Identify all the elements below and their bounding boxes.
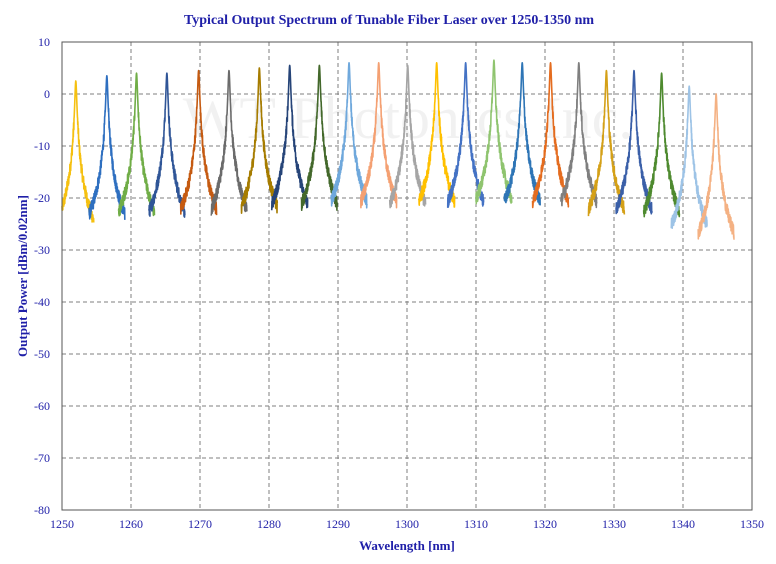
series-line-18 — [560, 62, 598, 209]
series-line-20 — [615, 69, 653, 215]
y-tick-label: -20 — [34, 191, 50, 205]
series-line-2 — [88, 75, 126, 220]
series-line-6 — [210, 69, 248, 216]
series-line-15 — [475, 59, 513, 205]
chart-title: Typical Output Spectrum of Tunable Fiber… — [184, 13, 594, 28]
series-line-13 — [417, 62, 456, 208]
y-tick-labels: -80 -70 -60 -50 -40 -30 -20 -10 0 10 — [34, 35, 50, 517]
x-tick-label: 1350 — [740, 517, 764, 531]
x-tick-labels: 1250 1260 1270 1280 1290 1300 1310 1320 1330 1340… — [50, 517, 764, 531]
series-line-22 — [670, 85, 708, 230]
y-tick-label: -80 — [34, 503, 50, 517]
x-tick-label: 1270 — [188, 517, 212, 531]
series-line-16 — [503, 62, 541, 206]
x-tick-label: 1310 — [464, 517, 488, 531]
x-tick-label: 1290 — [326, 517, 350, 531]
series-line-7 — [240, 67, 279, 214]
series-line-23 — [697, 93, 735, 240]
watermark-text: WT Photonics Inc. — [183, 85, 634, 151]
y-tick-label: -40 — [34, 295, 50, 309]
y-tick-label: -50 — [34, 347, 50, 361]
series-line-14 — [446, 62, 485, 208]
y-tick-label: 10 — [38, 35, 50, 49]
x-tick-label: 1320 — [533, 517, 557, 531]
y-tick-label: -60 — [34, 399, 50, 413]
y-tick-label: -30 — [34, 243, 50, 257]
x-tick-label: 1300 — [395, 517, 419, 531]
series-line-12 — [388, 64, 427, 209]
y-axis-label: Output Power [dBm/0.02nm] — [15, 195, 30, 357]
series-line-4 — [148, 72, 186, 218]
series-line-19 — [587, 69, 626, 217]
series-line-11 — [359, 62, 398, 209]
series-line-8 — [270, 64, 309, 211]
x-tick-label: 1250 — [50, 517, 74, 531]
series-line-3 — [117, 72, 156, 217]
x-tick-label: 1260 — [119, 517, 143, 531]
y-tick-label: -70 — [34, 451, 50, 465]
series-line-5 — [179, 69, 218, 216]
x-axis-label: Wavelength [nm] — [359, 538, 455, 553]
series-line-21 — [642, 72, 681, 218]
x-tick-label: 1280 — [257, 517, 281, 531]
series-line-9 — [300, 64, 339, 211]
series-line-17 — [531, 62, 570, 209]
x-tick-label: 1340 — [671, 517, 695, 531]
y-tick-label: 0 — [44, 87, 50, 101]
x-tick-label: 1330 — [602, 517, 626, 531]
watermark-layer: WT Photonics Inc. — [183, 85, 634, 151]
series-line-1 — [61, 80, 95, 223]
series-line-10 — [330, 62, 368, 209]
plot-frame — [61, 41, 753, 511]
series-layer — [61, 59, 735, 240]
y-tick-label: -10 — [34, 139, 50, 153]
